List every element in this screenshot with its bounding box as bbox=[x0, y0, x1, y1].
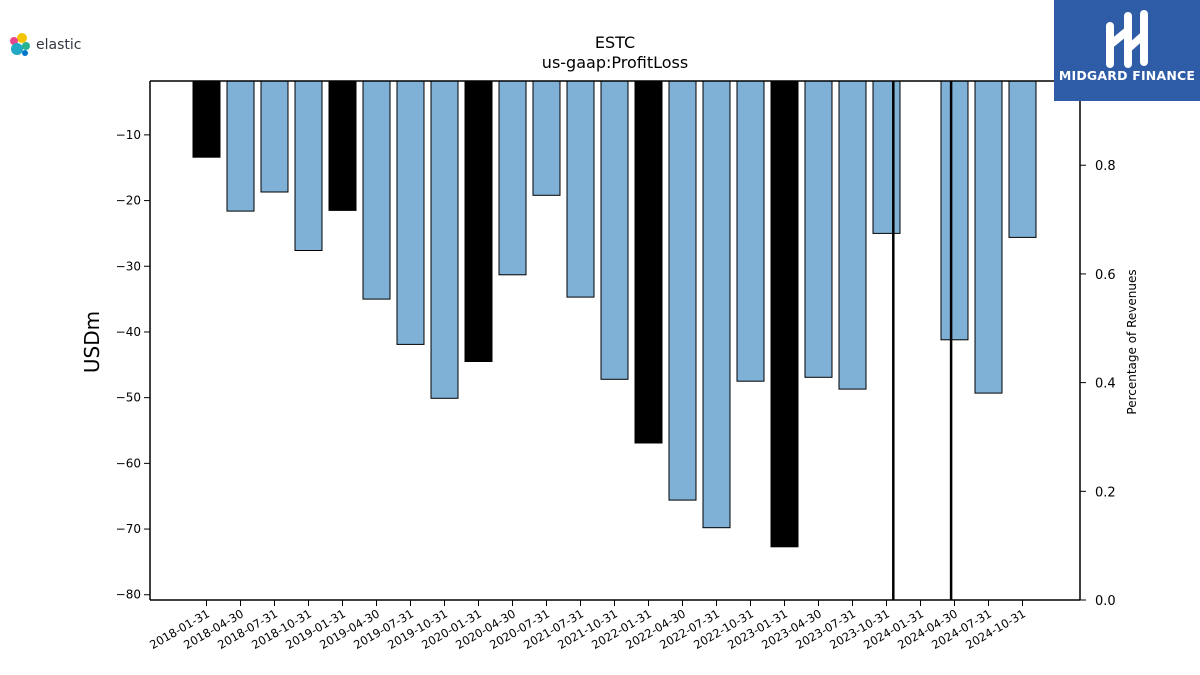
bar bbox=[498, 80, 527, 276]
y-tick-label: −20 bbox=[116, 194, 141, 208]
bar bbox=[430, 80, 459, 399]
midgard-finance-logo: MIDGARD FINANCE bbox=[1054, 0, 1200, 101]
bar bbox=[328, 80, 357, 211]
y-tick-label: −30 bbox=[116, 259, 141, 273]
bar bbox=[396, 80, 425, 345]
y2-tick-label: 0.8 bbox=[1095, 159, 1116, 174]
bar bbox=[294, 80, 323, 251]
vlines-group bbox=[892, 81, 953, 600]
bar bbox=[940, 80, 969, 341]
bar bbox=[736, 80, 765, 382]
bar bbox=[566, 80, 595, 298]
bar bbox=[838, 80, 867, 390]
bar bbox=[1008, 80, 1037, 238]
bars-group bbox=[192, 80, 1037, 548]
y-tick-label: −10 bbox=[116, 128, 141, 142]
y2-tick-label: 0.4 bbox=[1095, 377, 1116, 392]
y-axis-label: USDm bbox=[80, 311, 104, 373]
y2-tick-label: 0.6 bbox=[1095, 268, 1116, 283]
y-tick-label: −70 bbox=[116, 522, 141, 536]
bar bbox=[872, 80, 901, 234]
chart-title: ESTC bbox=[595, 33, 635, 52]
bar bbox=[974, 80, 1003, 394]
y-tick-label: −40 bbox=[116, 325, 141, 339]
y2-axis-label: Percentage of Revenues bbox=[1125, 269, 1139, 414]
elastic-logo-icon bbox=[10, 33, 30, 56]
bar bbox=[192, 80, 221, 158]
y2-tick-label: 0.0 bbox=[1095, 594, 1116, 609]
elastic-logo-text: elastic bbox=[36, 37, 82, 53]
y-tick-label: −80 bbox=[116, 588, 141, 602]
y-tick-label: −50 bbox=[116, 391, 141, 405]
bar bbox=[226, 80, 255, 212]
bar bbox=[804, 80, 833, 378]
y-tick-label: −60 bbox=[116, 456, 141, 470]
y2-tick-label: 0.2 bbox=[1095, 485, 1116, 500]
bar bbox=[600, 80, 629, 380]
bar bbox=[668, 80, 697, 501]
bar bbox=[770, 80, 799, 548]
bar bbox=[532, 80, 561, 196]
bar bbox=[362, 80, 391, 300]
elastic-logo: elastic bbox=[8, 32, 81, 58]
midgard-logo-text: MIDGARD FINANCE bbox=[1058, 68, 1196, 83]
chart-subtitle: us-gaap:ProfitLoss bbox=[542, 53, 688, 72]
bar bbox=[260, 80, 289, 193]
bar bbox=[634, 80, 663, 444]
midgard-emblem-icon bbox=[1106, 10, 1148, 68]
bar bbox=[702, 80, 731, 529]
bar bbox=[464, 80, 493, 362]
